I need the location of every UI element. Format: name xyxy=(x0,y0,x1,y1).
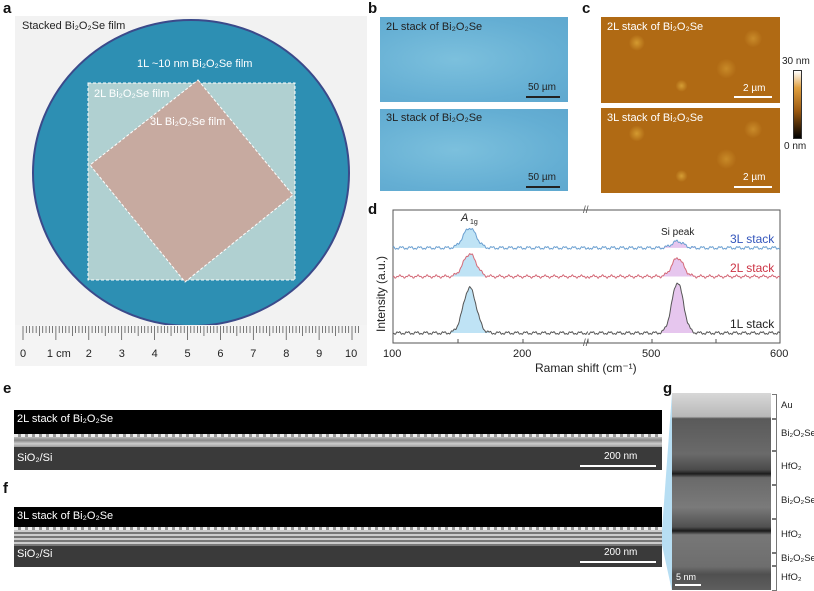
ruler-label: 0 xyxy=(20,348,27,360)
x-tick-label: 200 xyxy=(513,348,532,360)
layer-label: Au xyxy=(781,399,793,411)
panel-label-b: b xyxy=(368,0,378,17)
ruler-label: 6 xyxy=(217,348,224,360)
hrtem-scalebar xyxy=(675,584,701,586)
x-tick-label: 600 xyxy=(770,348,789,360)
optical-caption-2l: 2L stack of Bi₂O₂Se xyxy=(386,21,483,33)
afm-scalebar-2l xyxy=(734,96,772,98)
series-label: 3L stack xyxy=(730,231,775,246)
photo-title: Stacked Bi₂O₂Se film xyxy=(22,20,126,32)
tem-scalebar-2l xyxy=(580,465,656,467)
tem-image-2l xyxy=(14,410,662,470)
afm-scale-3l: 2 µm xyxy=(743,172,766,183)
layer-bracket xyxy=(772,394,777,419)
tem-scalebar-3l xyxy=(580,561,656,563)
series-label: 2L stack xyxy=(730,260,775,275)
layer-bracket xyxy=(772,519,777,553)
ruler-label: 10 xyxy=(345,348,358,360)
wafer-photo-drawing xyxy=(15,19,367,366)
afm-caption-2l: 2L stack of Bi₂O₂Se xyxy=(607,21,704,33)
colorbar-min: 0 nm xyxy=(784,141,807,152)
layer-bracket xyxy=(772,553,777,566)
tem-caption-3l: 3L stack of Bi₂O₂Se xyxy=(17,510,114,522)
zoom-connector xyxy=(662,393,672,591)
afm-image-3l xyxy=(601,108,780,193)
film-3l-region xyxy=(89,79,294,283)
panel-label-e: e xyxy=(3,380,12,397)
peak-fill xyxy=(658,240,697,250)
layer-label: Bi₂O₂Se xyxy=(781,495,814,506)
layer-label: Bi₂O₂Se xyxy=(781,552,814,564)
optical-caption-3l: 3L stack of Bi₂O₂Se xyxy=(386,112,483,124)
spectrum-1l-stack xyxy=(392,282,780,336)
afm-scalebar-3l xyxy=(734,186,772,188)
ruler-ticks xyxy=(22,326,359,340)
a1g-subscript: 1g xyxy=(470,219,478,226)
afm-caption-3l: 3L stack of Bi₂O₂Se xyxy=(607,112,704,124)
tem-substrate-2l: SiO₂/Si xyxy=(17,452,53,464)
optical-scalebar-2l xyxy=(526,96,560,98)
colorbar-max: 30 nm xyxy=(782,56,810,67)
layer-bracket xyxy=(772,485,777,519)
film-3l-label: 3L Bi₂O₂Se film xyxy=(150,116,226,128)
peak-fill xyxy=(450,228,490,249)
film-1l-label: 1L ~10 nm Bi₂O₂Se film xyxy=(137,58,253,70)
tem-scale-3l: 200 nm xyxy=(604,547,638,558)
spectrum-2l-stack xyxy=(392,253,781,279)
tem-caption-2l: 2L stack of Bi₂O₂Se xyxy=(17,413,114,425)
optical-scalebar-3l xyxy=(526,186,560,188)
y-axis-label: Intensity (a.u.) xyxy=(374,255,388,332)
peak-fill xyxy=(658,257,697,279)
optical-scale-2l: 50 µm xyxy=(528,82,556,93)
x-tick-label: 500 xyxy=(642,348,661,360)
layer-label: HfO₂ xyxy=(781,571,802,583)
ruler-label: 3 xyxy=(118,348,125,360)
axis-break-mark: // xyxy=(583,205,589,216)
layer-label: HfO₂ xyxy=(781,529,802,540)
ruler-label: 8 xyxy=(283,348,290,360)
layer-label: Bi₂O₂Se xyxy=(781,428,814,439)
panel-label-c: c xyxy=(582,0,591,17)
wafer-photo xyxy=(15,16,367,366)
afm-image-2l xyxy=(601,17,780,103)
layer-label: HfO₂ xyxy=(781,461,802,472)
tem-scale-2l: 200 nm xyxy=(604,451,638,462)
hrtem-image xyxy=(672,393,771,590)
optical-scale-3l: 50 µm xyxy=(528,172,556,183)
film-2l-label: 2L Bi₂O₂Se film xyxy=(94,88,170,100)
panel-label-a: a xyxy=(3,0,12,17)
ruler-label: 4 xyxy=(151,348,158,360)
tem-substrate-3l: SiO₂/Si xyxy=(17,548,53,560)
x-tick-label: 100 xyxy=(383,348,402,360)
peak-fill xyxy=(450,253,490,278)
ruler-label: 1 cm xyxy=(46,348,71,360)
panel-label-f: f xyxy=(3,480,8,497)
tem-image-3l xyxy=(14,507,662,567)
optical-image-2l xyxy=(380,17,568,102)
layer-bracket xyxy=(772,566,777,591)
spectrum-3l-stack xyxy=(392,227,781,250)
optical-image-3l xyxy=(380,109,568,191)
a1g-annotation: A xyxy=(461,212,469,224)
panel-label-g: g xyxy=(663,380,673,397)
si-peak-annotation: Si peak xyxy=(661,227,695,238)
peak-fill xyxy=(658,283,697,335)
layer-bracket xyxy=(772,451,777,485)
raman-chart: // // xyxy=(392,205,781,349)
series-label: 1L stack xyxy=(730,317,775,332)
hrtem-scale: 5 nm xyxy=(676,572,697,582)
panel-label-d: d xyxy=(368,201,378,218)
layer-bracket xyxy=(772,419,777,451)
ruler-label: 5 xyxy=(184,348,191,360)
x-axis-label: Raman shift (cm⁻¹) xyxy=(535,361,637,375)
ruler-label: 9 xyxy=(316,348,323,360)
ruler-label: 2 xyxy=(85,348,92,360)
peak-fill xyxy=(450,286,490,334)
axis-break-mark: // xyxy=(583,338,589,349)
ruler-label: 7 xyxy=(250,348,257,360)
afm-colorbar xyxy=(793,70,802,139)
afm-scale-2l: 2 µm xyxy=(743,83,766,94)
